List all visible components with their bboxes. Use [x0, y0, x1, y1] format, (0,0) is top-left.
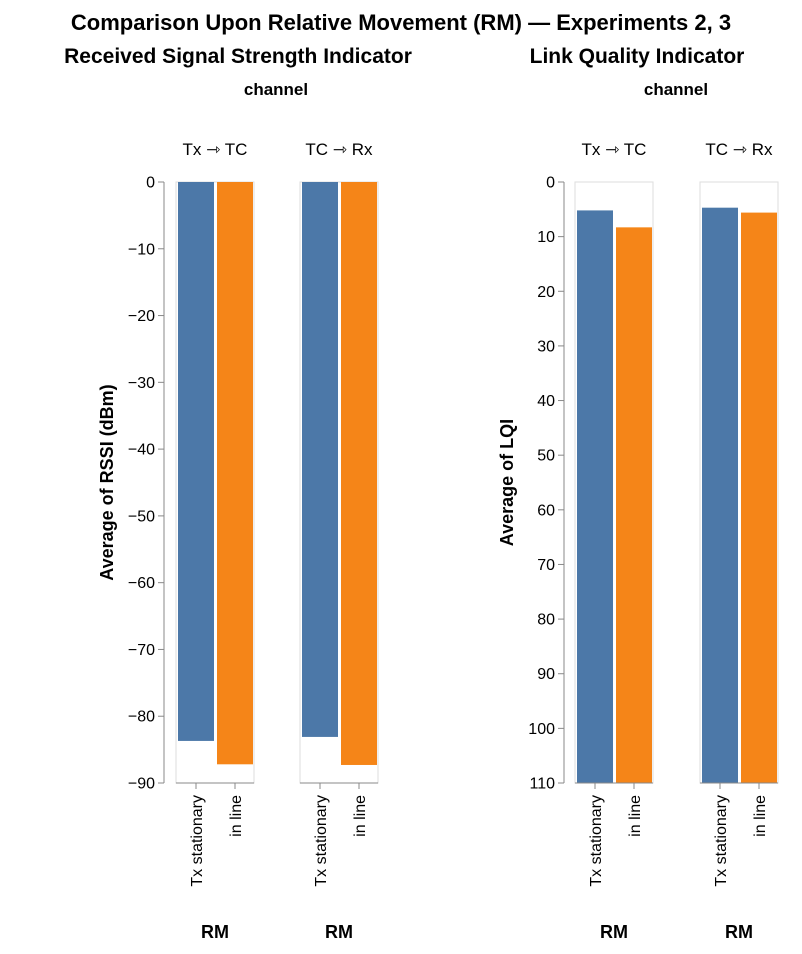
- chart-subtitle: Received Signal Strength Indicator: [64, 45, 412, 68]
- y-tick-label: −80: [128, 709, 155, 726]
- facet-1: TC ⇾ Rx Tx stationary in line RM: [299, 140, 379, 942]
- column-header: channel: [244, 80, 308, 99]
- facet-label: TC ⇾ Rx: [705, 140, 773, 159]
- y-tick-label: 0: [146, 175, 155, 192]
- x-tick-label: in line: [627, 795, 644, 837]
- x-axis-title: RM: [600, 922, 628, 942]
- column-header: channel: [644, 80, 708, 99]
- y-tick-label: −10: [128, 241, 155, 258]
- y-tick-label: −30: [128, 375, 155, 392]
- bar: [302, 182, 338, 737]
- y-tick-label: 40: [537, 393, 555, 410]
- y-tick-label: −70: [128, 642, 155, 659]
- y-tick-label: 90: [537, 666, 555, 683]
- x-tick-label: Tx stationary: [313, 795, 330, 887]
- y-tick-label: 80: [537, 612, 555, 629]
- bar: [616, 227, 652, 784]
- facet-label: Tx ⇾ TC: [183, 140, 248, 159]
- facet-1: TC ⇾ Rx Tx stationary in line RM: [699, 140, 779, 942]
- x-tick-label: in line: [352, 795, 369, 837]
- bar: [217, 182, 253, 765]
- bar: [741, 212, 777, 783]
- chart-panel-1: Link Quality Indicator channel 0 10 20 30 40 50…: [497, 45, 779, 942]
- chart-title: Comparison Upon Relative Movement (RM) —…: [71, 10, 731, 35]
- y-tick-label: −50: [128, 508, 155, 525]
- y-tick-label: 30: [537, 338, 555, 355]
- x-tick-label: Tx stationary: [588, 795, 605, 887]
- bar: [702, 207, 738, 784]
- y-axis-title: Average of RSSI (dBm): [97, 384, 117, 580]
- chart-panel-0: Received Signal Strength Indicator channe…: [64, 45, 412, 942]
- x-tick-label: in line: [752, 795, 769, 837]
- y-tick-label: 110: [529, 776, 555, 793]
- x-tick-label: Tx stationary: [713, 795, 730, 887]
- x-tick-label: Tx stationary: [189, 795, 206, 887]
- y-tick-label: 10: [537, 229, 555, 246]
- y-tick-label: −90: [128, 776, 155, 793]
- facet-0: Tx ⇾ TC Tx stationary in line RM: [175, 140, 255, 942]
- bar: [577, 210, 613, 784]
- facet-label: Tx ⇾ TC: [582, 140, 647, 159]
- chart-subtitle: Link Quality Indicator: [530, 45, 745, 68]
- y-tick-label: 60: [537, 502, 555, 519]
- x-axis-title: RM: [201, 922, 229, 942]
- x-tick-label: in line: [228, 795, 245, 837]
- bar: [341, 182, 377, 765]
- x-axis-title: RM: [325, 922, 353, 942]
- facet-label: TC ⇾ Rx: [305, 140, 373, 159]
- bar: [178, 182, 214, 741]
- y-tick-label: 50: [537, 448, 555, 465]
- y-axis-title: Average of LQI: [497, 419, 517, 546]
- y-tick-label: 20: [537, 284, 555, 301]
- y-tick-label: 70: [537, 557, 555, 574]
- y-tick-label: 0: [546, 175, 555, 192]
- y-tick-label: 100: [528, 721, 555, 738]
- y-tick-label: −60: [128, 575, 155, 592]
- x-axis-title: RM: [725, 922, 753, 942]
- y-tick-label: −40: [128, 442, 155, 459]
- y-tick-label: −20: [128, 308, 155, 325]
- facet-0: Tx ⇾ TC Tx stationary in line RM: [574, 140, 654, 942]
